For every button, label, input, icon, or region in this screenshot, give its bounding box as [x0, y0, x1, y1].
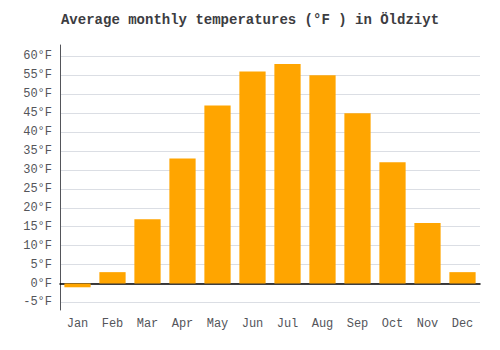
svg-text:May: May	[207, 317, 229, 331]
svg-text:Aug: Aug	[312, 317, 334, 331]
svg-text:25°F: 25°F	[23, 182, 52, 196]
svg-text:10°F: 10°F	[23, 239, 52, 253]
svg-text:Sep: Sep	[347, 317, 369, 331]
svg-text:Jun: Jun	[242, 317, 264, 331]
svg-text:Nov: Nov	[417, 317, 439, 331]
svg-text:5°F: 5°F	[30, 258, 52, 272]
svg-text:Dec: Dec	[452, 317, 474, 331]
svg-text:60°F: 60°F	[23, 49, 52, 63]
svg-text:Oct: Oct	[382, 317, 404, 331]
svg-text:Jul: Jul	[277, 317, 299, 331]
svg-text:55°F: 55°F	[23, 68, 52, 82]
svg-text:20°F: 20°F	[23, 201, 52, 215]
svg-text:15°F: 15°F	[23, 220, 52, 234]
svg-text:Average monthly temperatures (: Average monthly temperatures (°F ) in Öl…	[61, 12, 439, 28]
svg-text:Feb: Feb	[102, 317, 124, 331]
svg-text:-5°F: -5°F	[23, 295, 52, 309]
svg-text:35°F: 35°F	[23, 144, 52, 158]
svg-text:45°F: 45°F	[23, 106, 52, 120]
svg-text:0°F: 0°F	[30, 277, 52, 291]
svg-text:Mar: Mar	[137, 317, 159, 331]
svg-text:40°F: 40°F	[23, 125, 52, 139]
svg-text:Apr: Apr	[172, 317, 194, 331]
svg-text:50°F: 50°F	[23, 87, 52, 101]
svg-text:Jan: Jan	[67, 317, 89, 331]
svg-text:30°F: 30°F	[23, 163, 52, 177]
